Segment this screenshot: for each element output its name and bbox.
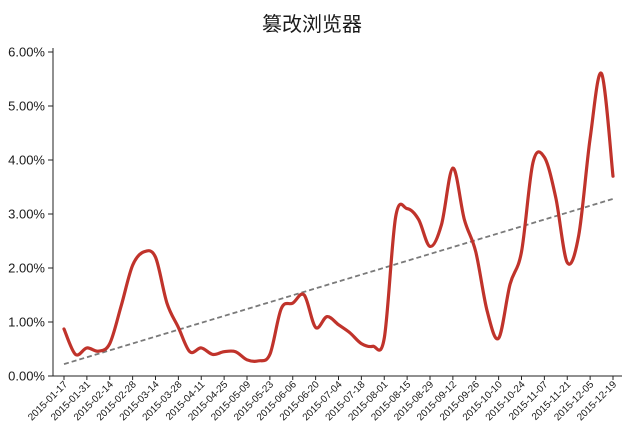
trendline-group [63,198,614,365]
y-tick-label: 1.00% [8,315,45,330]
y-tick-label: 3.00% [8,207,45,222]
y-tick-label: 5.00% [8,99,45,114]
chart-title: 篡改浏览器 [262,12,362,36]
x-axis-ticks: 2015-01-172015-01-312015-02-142015-02-28… [26,376,619,423]
trend-line [63,198,614,365]
y-tick-label: 4.00% [8,153,45,168]
axes [52,48,622,377]
y-tick-label: 2.00% [8,261,45,276]
y-tick-label: 6.00% [8,45,45,60]
y-axis-ticks: 0.00% 1.00% 2.00% 3.00% 4.00% 5.00% 6.00% [8,45,53,384]
series-line [62,71,615,363]
y-tick-label: 0.00% [8,369,45,384]
series-group [62,71,615,363]
